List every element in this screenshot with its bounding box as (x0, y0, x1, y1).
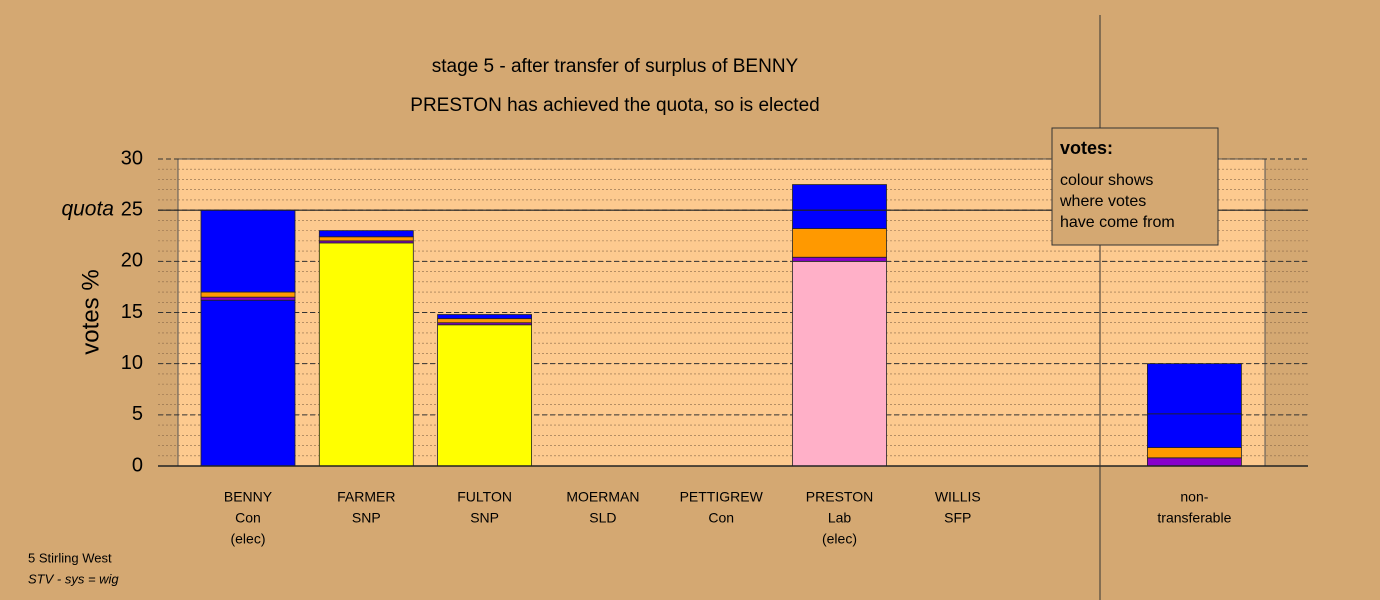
x-tick-label: FARMER (337, 489, 395, 505)
bar-segment (792, 260, 887, 467)
x-tick-label: (elec) (822, 531, 857, 547)
bar-segment (1147, 413, 1242, 448)
bar-segment (318, 230, 414, 238)
x-tick-label: Con (235, 510, 261, 526)
bar-segment (792, 228, 887, 258)
y-tick-label: 30 (121, 147, 143, 169)
bar-segment (792, 209, 887, 229)
x-tick-label: BENNY (224, 489, 273, 505)
y-tick-label: 20 (121, 250, 143, 272)
legend-text: where votes (1059, 193, 1146, 210)
x-tick-label: SLD (589, 510, 616, 526)
x-tick-label: PRESTON (806, 489, 873, 505)
x-tick-label: FULTON (457, 489, 512, 505)
footer-text: STV - sys = wig (28, 571, 119, 586)
x-tick-label: non- (1180, 489, 1208, 505)
y-tick-label: 5 (132, 403, 143, 425)
legend-text: have come from (1060, 214, 1175, 231)
bar-segment (200, 299, 296, 467)
chart-title: stage 5 - after transfer of surplus of B… (432, 56, 799, 77)
bar-segment (200, 296, 296, 301)
x-tick-label: PETTIGREW (680, 489, 764, 505)
bar-segment (200, 291, 296, 298)
bar-segment (1147, 457, 1242, 467)
bar-segment (437, 324, 533, 467)
x-tick-label: Con (708, 510, 734, 526)
y-tick-label: 0 (132, 454, 143, 476)
bar-segment (1147, 447, 1242, 459)
bar-segment (792, 256, 887, 262)
quota-label: quota (61, 198, 114, 221)
bar-segment (200, 209, 296, 293)
bar-segment (318, 242, 414, 467)
bar-segment (437, 318, 533, 324)
bar-segment (1147, 363, 1242, 415)
bar-segment (318, 236, 414, 242)
x-tick-label: (elec) (230, 531, 265, 547)
x-tick-label: SFP (944, 510, 971, 526)
legend-title: votes: (1060, 138, 1113, 158)
bars (200, 184, 1242, 467)
x-tick-label: transferable (1157, 510, 1231, 526)
chart-subtitle: PRESTON has achieved the quota, so is el… (410, 95, 819, 116)
footer-text: 5 Stirling West (28, 550, 112, 565)
x-tick-label: MOERMAN (566, 489, 639, 505)
y-tick-label: 15 (121, 301, 143, 323)
y-axis-label: votes % (77, 269, 104, 354)
bar-segment (437, 314, 533, 320)
legend-text: colour shows (1060, 172, 1153, 189)
y-tick-label: 10 (121, 352, 143, 374)
x-tick-label: SNP (470, 510, 499, 526)
x-tick-label: WILLIS (935, 489, 981, 505)
x-tick-label: SNP (352, 510, 381, 526)
y-tick-label: 25 (121, 198, 143, 220)
legend: votes: colour shows where votes have com… (1051, 127, 1219, 246)
legend-box (1051, 127, 1219, 246)
x-tick-label: Lab (828, 510, 852, 526)
bar-segment (792, 184, 887, 211)
